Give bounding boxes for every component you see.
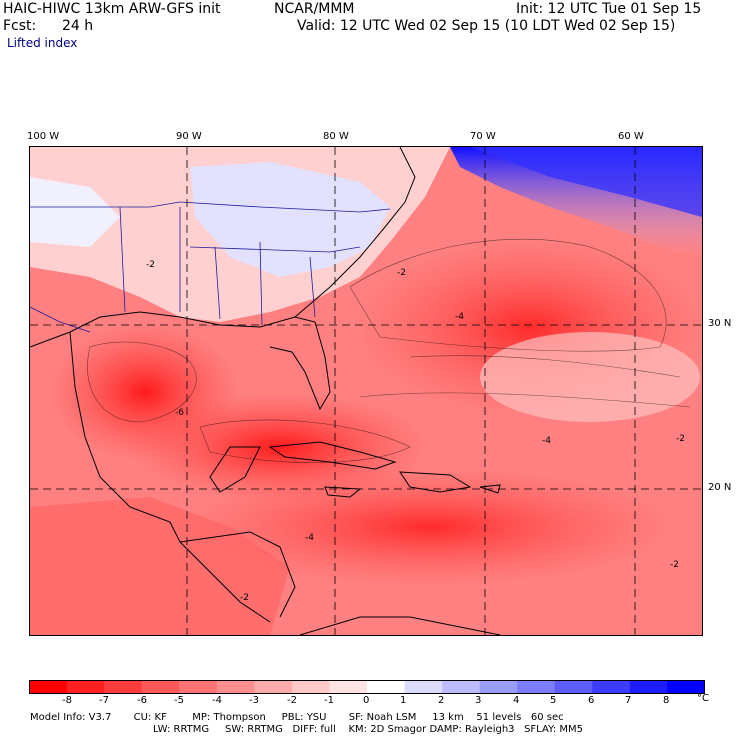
contour-label: -4 — [305, 533, 314, 543]
colorbar-swatch — [179, 680, 218, 694]
colorbar-tick: -8 — [62, 695, 72, 706]
colorbar-unit: °C — [697, 693, 709, 704]
colorbar-swatch — [216, 680, 255, 694]
forecast-hour: 24 h — [62, 18, 94, 34]
colorbar-swatch — [104, 680, 143, 694]
forecast-label: Fcst: — [3, 18, 37, 34]
land-bluish-west — [30, 177, 120, 247]
colorbar-swatch — [667, 680, 705, 694]
colorbar — [29, 680, 705, 694]
colorbar-tick: 8 — [663, 695, 670, 706]
contour-label: -6 — [175, 408, 184, 418]
hispaniola-outline — [399, 471, 472, 493]
model-info-line2: LW: RRTMG SW: RRTMG DIFF: full KM: 2D Sm… — [153, 724, 583, 735]
colorbar-swatch — [404, 680, 443, 694]
colorbar-tick: 5 — [550, 695, 557, 706]
contour-label: -2 — [670, 560, 679, 570]
latlon-grid — [30, 147, 702, 635]
contour-label: -4 — [542, 436, 551, 446]
lon-label-80w: 80 W — [323, 131, 349, 142]
model-title: HAIC-HIWC 13km ARW-GFS init — [3, 1, 221, 17]
contour-label: -2 — [397, 268, 406, 278]
colorbar-swatch — [629, 680, 668, 694]
state-border-1 — [30, 201, 391, 213]
contour-label: -4 — [455, 312, 464, 322]
colorbar-tick: 6 — [588, 695, 595, 706]
colorbar-tick: 7 — [625, 695, 632, 706]
colorbar-tick: 2 — [438, 695, 445, 706]
colorbar-tick: -3 — [249, 695, 259, 706]
colorbar-swatch — [367, 680, 406, 694]
contour-label: -2 — [676, 434, 685, 444]
blue-core — [470, 147, 702, 217]
colorbar-swatch — [517, 680, 556, 694]
contour-label: -2 — [240, 593, 249, 603]
lon-label-70w: 70 W — [470, 131, 496, 142]
lifted-index-map: -2 -2 -4 -6 -4 -2 -4 -2 -2 — [29, 146, 703, 636]
mexico-coastline — [69, 331, 271, 623]
colorbar-tick: 1 — [400, 695, 407, 706]
state-border-3 — [189, 246, 361, 253]
colorbar-swatch — [29, 680, 68, 694]
contour-label: -2 — [146, 260, 155, 270]
field-name: Lifted index — [7, 36, 78, 50]
colorbar-tick: -4 — [212, 695, 222, 706]
colorbar-swatch — [291, 680, 330, 694]
cuba-outline — [268, 441, 397, 470]
atlantic-coastline — [294, 147, 416, 318]
colorbar-swatch — [592, 680, 631, 694]
south-america-coastline — [299, 616, 501, 635]
org-label: NCAR/MMM — [274, 1, 355, 17]
land-bluish-region — [190, 162, 390, 277]
lon-label-100w: 100 W — [27, 131, 60, 142]
central-america-coastline — [179, 531, 296, 618]
li-contours — [87, 238, 691, 463]
colorbar-tick: 3 — [475, 695, 482, 706]
colorbar-swatch — [141, 680, 180, 694]
atlantic-pale-pocket — [480, 332, 700, 422]
us-mexico-border — [30, 306, 91, 333]
colorbar-tick: 0 — [363, 695, 370, 706]
lat-label-30n: 30 N — [708, 318, 732, 329]
model-info-line1: Model Info: V3.7 CU: KF MP: Thompson PBL… — [30, 712, 564, 723]
jamaica-outline — [324, 486, 362, 498]
lon-label-90w: 90 W — [176, 131, 202, 142]
tropical-band — [180, 467, 680, 587]
colorbar-frame — [29, 680, 705, 694]
colorbar-tick: -1 — [324, 695, 334, 706]
colorbar-tick: -2 — [287, 695, 297, 706]
colorbar-swatch — [329, 680, 368, 694]
colorbar-swatch — [479, 680, 518, 694]
state-border-2 — [119, 206, 316, 326]
yucatan-outline — [209, 446, 261, 493]
lat-label-20n: 20 N — [708, 482, 732, 493]
colorbar-tick: -7 — [99, 695, 109, 706]
valid-time: Valid: 12 UTC Wed 02 Sep 15 (10 LDT Wed … — [297, 18, 676, 34]
colorbar-swatch — [554, 680, 593, 694]
lon-label-60w: 60 W — [618, 131, 644, 142]
colorbar-tick: 4 — [513, 695, 520, 706]
central-america-band — [30, 497, 290, 635]
colorbar-tick: -5 — [174, 695, 184, 706]
init-time: Init: 12 UTC Tue 01 Sep 15 — [516, 1, 702, 17]
colorbar-swatch — [66, 680, 105, 694]
colorbar-tick: -6 — [137, 695, 147, 706]
colorbar-swatch — [254, 680, 293, 694]
colorbar-swatch — [442, 680, 481, 694]
